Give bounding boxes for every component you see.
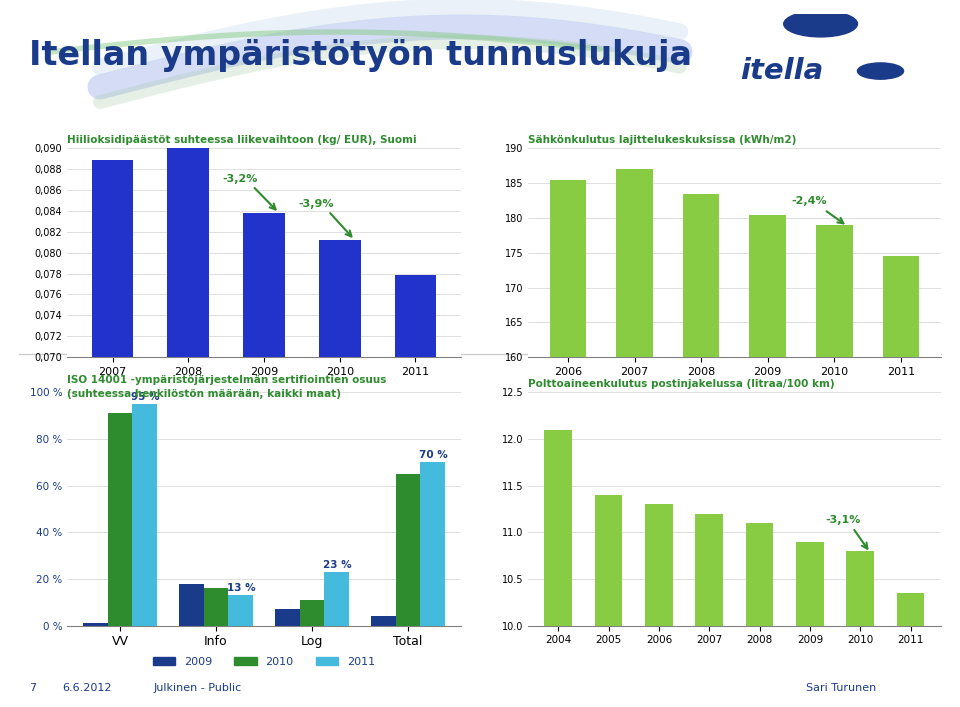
Bar (396, 474, 420, 626)
Bar (300, 600, 324, 626)
Bar (683, 194, 719, 707)
Text: -3,1%: -3,1% (825, 515, 860, 525)
Text: Itellan ympäristötyön tunnuslukuja: Itellan ympäristötyön tunnuslukuja (29, 39, 692, 72)
Bar (882, 256, 919, 707)
Bar (319, 240, 361, 707)
Text: Sari Turunen: Sari Turunen (806, 684, 876, 694)
Text: itella: itella (740, 57, 823, 85)
Circle shape (857, 63, 903, 79)
Text: (suhteessa henkilöstön määrään, kaikki maat): (suhteessa henkilöstön määrään, kaikki m… (67, 390, 341, 399)
Bar (228, 595, 253, 626)
Bar (371, 617, 396, 626)
Text: 7: 7 (29, 684, 36, 694)
Text: ISO 14001 -ympäristöjärjestelmän sertifiointien osuus: ISO 14001 -ympäristöjärjestelmän sertifi… (67, 375, 387, 385)
Bar (645, 504, 673, 707)
Bar (816, 225, 852, 707)
Bar (550, 180, 587, 707)
Bar (275, 609, 300, 626)
Bar (92, 160, 133, 707)
Text: -3,9%: -3,9% (298, 199, 333, 209)
Text: Polttoaineenkulutus postinjakelussa (litraa/100 km): Polttoaineenkulutus postinjakelussa (lit… (528, 379, 834, 389)
Bar (695, 514, 723, 707)
Text: 6.6.2012: 6.6.2012 (62, 684, 112, 694)
Bar (897, 593, 924, 707)
Bar (420, 462, 445, 626)
Text: 70 %: 70 % (419, 450, 447, 460)
Legend: 2009, 2010, 2011: 2009, 2010, 2011 (149, 653, 379, 672)
Bar (179, 584, 204, 626)
Bar (746, 523, 774, 707)
Text: -2,4%: -2,4% (791, 196, 827, 206)
Bar (83, 624, 108, 626)
Bar (847, 551, 875, 707)
Text: Sähkönkulutus lajittelukeskuksissa (kWh/m2): Sähkönkulutus lajittelukeskuksissa (kWh/… (528, 135, 797, 145)
Bar (132, 404, 157, 626)
Bar (750, 214, 786, 707)
Bar (324, 572, 349, 626)
Bar (544, 430, 572, 707)
Text: Hiilioksidipäästöt suhteessa liikevaihtoon (kg/ EUR), Suomi: Hiilioksidipäästöt suhteessa liikevaihto… (67, 135, 417, 145)
Bar (796, 542, 824, 707)
Bar (243, 213, 285, 707)
Text: -3,2%: -3,2% (223, 174, 257, 184)
Text: 23 %: 23 % (323, 560, 351, 570)
Text: 13 %: 13 % (227, 583, 255, 593)
Circle shape (783, 11, 857, 37)
Bar (167, 148, 209, 707)
Bar (204, 588, 228, 626)
Bar (108, 414, 132, 626)
Bar (594, 495, 622, 707)
Bar (616, 169, 653, 707)
Text: Julkinen - Public: Julkinen - Public (154, 684, 242, 694)
Text: 95 %: 95 % (131, 392, 159, 402)
Bar (395, 274, 436, 707)
